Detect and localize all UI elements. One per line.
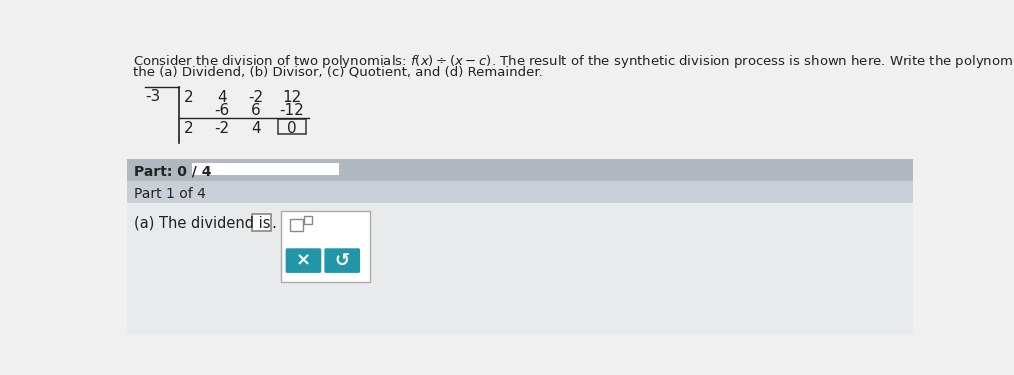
FancyBboxPatch shape [290, 219, 302, 231]
Text: 4: 4 [217, 90, 227, 105]
FancyBboxPatch shape [127, 204, 913, 334]
FancyBboxPatch shape [127, 159, 913, 180]
Text: ×: × [296, 252, 311, 270]
FancyBboxPatch shape [324, 248, 360, 273]
FancyBboxPatch shape [286, 248, 321, 273]
Text: 12: 12 [282, 90, 301, 105]
Text: 2: 2 [184, 121, 194, 136]
Text: 4: 4 [251, 121, 261, 136]
FancyBboxPatch shape [252, 214, 271, 231]
Text: -2: -2 [248, 90, 264, 105]
FancyBboxPatch shape [304, 216, 312, 223]
Text: 2: 2 [184, 90, 194, 105]
Text: 6: 6 [251, 103, 261, 118]
Text: -6: -6 [214, 103, 230, 118]
Text: the (a) Dividend, (b) Divisor, (c) Quotient, and (d) Remainder.: the (a) Dividend, (b) Divisor, (c) Quoti… [133, 66, 542, 79]
Text: (a) The dividend is: (a) The dividend is [135, 216, 271, 231]
Text: Part 1 of 4: Part 1 of 4 [135, 187, 207, 201]
Text: Part: 0 / 4: Part: 0 / 4 [135, 164, 212, 178]
Text: -3: -3 [145, 89, 160, 104]
FancyBboxPatch shape [281, 211, 370, 282]
Text: -2: -2 [215, 121, 229, 136]
Text: -12: -12 [280, 103, 304, 118]
FancyBboxPatch shape [192, 163, 339, 175]
FancyBboxPatch shape [127, 181, 913, 203]
Text: 0: 0 [287, 121, 297, 136]
Text: ↺: ↺ [335, 252, 350, 270]
Text: Consider the division of two polynomials: $f(x) \div (x-c)$. The result of the s: Consider the division of two polynomials… [133, 53, 1014, 70]
Text: .: . [272, 216, 277, 231]
